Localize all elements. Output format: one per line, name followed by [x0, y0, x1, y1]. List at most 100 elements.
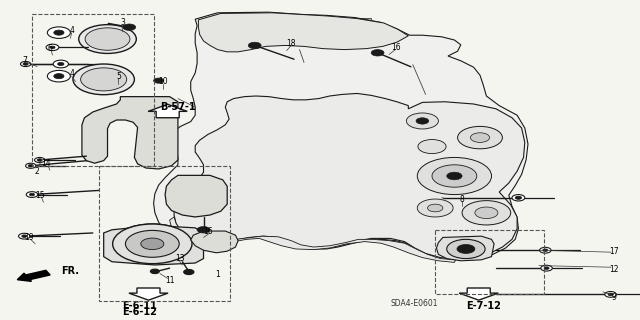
Polygon shape [459, 288, 499, 300]
Text: 16: 16 [203, 227, 213, 236]
Circle shape [50, 46, 55, 49]
Circle shape [73, 64, 134, 95]
Circle shape [28, 164, 33, 167]
Text: FR.: FR. [61, 266, 79, 276]
Text: 4: 4 [69, 26, 74, 35]
Text: 17: 17 [609, 247, 620, 256]
Text: 9: 9 [612, 293, 617, 302]
Text: 11: 11 [165, 276, 174, 285]
Circle shape [154, 78, 164, 83]
Circle shape [47, 70, 70, 82]
Text: 19: 19 [24, 233, 34, 242]
Text: B-57-1: B-57-1 [160, 102, 196, 112]
Text: 5: 5 [116, 72, 121, 81]
Circle shape [141, 238, 164, 250]
Text: 8: 8 [460, 195, 465, 204]
Circle shape [197, 227, 210, 233]
Circle shape [29, 193, 35, 196]
Polygon shape [82, 97, 178, 169]
Circle shape [35, 157, 45, 163]
Circle shape [512, 195, 525, 201]
Text: 18: 18 [287, 39, 296, 48]
Circle shape [458, 126, 502, 149]
Circle shape [428, 204, 443, 212]
Text: 1: 1 [215, 270, 220, 279]
Circle shape [37, 159, 42, 161]
Circle shape [123, 24, 136, 30]
Circle shape [113, 224, 192, 264]
Polygon shape [174, 93, 525, 259]
Text: 7: 7 [22, 56, 27, 65]
Polygon shape [104, 226, 204, 265]
Circle shape [432, 165, 477, 187]
Circle shape [543, 249, 548, 252]
Text: E-7-12: E-7-12 [466, 300, 500, 311]
Circle shape [541, 265, 552, 271]
Circle shape [22, 235, 27, 237]
Polygon shape [165, 175, 227, 217]
Polygon shape [148, 104, 188, 118]
Text: E-6-12: E-6-12 [122, 307, 157, 317]
Circle shape [20, 61, 31, 67]
Circle shape [540, 247, 551, 253]
Circle shape [447, 239, 485, 259]
Circle shape [417, 199, 453, 217]
Bar [351, 18, 371, 38]
Circle shape [26, 163, 36, 168]
Polygon shape [154, 12, 528, 259]
Text: 3: 3 [120, 18, 125, 27]
Circle shape [475, 207, 498, 219]
Text: 14: 14 [41, 159, 51, 168]
Text: 12: 12 [610, 265, 619, 274]
Bar [326, 18, 345, 35]
Text: E-6-11: E-6-11 [122, 300, 157, 311]
Circle shape [605, 292, 616, 297]
Circle shape [349, 117, 432, 158]
Circle shape [93, 32, 122, 46]
Bar [435, 230, 544, 294]
Polygon shape [170, 217, 456, 262]
Circle shape [544, 267, 549, 269]
Circle shape [515, 196, 522, 199]
Text: 6: 6 [47, 44, 52, 52]
Circle shape [53, 60, 68, 68]
Circle shape [26, 192, 38, 197]
Circle shape [46, 44, 59, 51]
FancyArrow shape [17, 270, 50, 281]
Text: 10: 10 [158, 77, 168, 86]
Bar [32, 14, 154, 166]
Bar [300, 18, 319, 38]
Circle shape [406, 113, 438, 129]
Circle shape [608, 293, 613, 296]
Circle shape [365, 125, 416, 150]
Bar [99, 166, 230, 301]
Polygon shape [198, 13, 408, 52]
Bar [275, 18, 294, 35]
Text: 4: 4 [69, 69, 74, 78]
Circle shape [81, 68, 127, 91]
Circle shape [54, 30, 64, 35]
Circle shape [19, 233, 30, 239]
Text: 13: 13 [175, 254, 186, 263]
Circle shape [150, 269, 159, 274]
Circle shape [58, 62, 64, 66]
Circle shape [418, 140, 446, 154]
Circle shape [447, 172, 462, 180]
Circle shape [141, 238, 164, 250]
Text: SDA4-E0601: SDA4-E0601 [391, 300, 438, 308]
Bar [249, 18, 268, 38]
Text: 15: 15 [35, 191, 45, 200]
Circle shape [79, 25, 136, 53]
Circle shape [381, 133, 400, 142]
Circle shape [470, 133, 490, 142]
Polygon shape [191, 231, 238, 253]
Circle shape [54, 74, 64, 79]
Bar [223, 18, 243, 35]
Circle shape [416, 118, 429, 124]
Circle shape [184, 269, 194, 275]
Circle shape [371, 50, 384, 56]
Circle shape [248, 42, 261, 49]
Polygon shape [436, 236, 494, 261]
Circle shape [462, 201, 511, 225]
Circle shape [113, 224, 192, 264]
